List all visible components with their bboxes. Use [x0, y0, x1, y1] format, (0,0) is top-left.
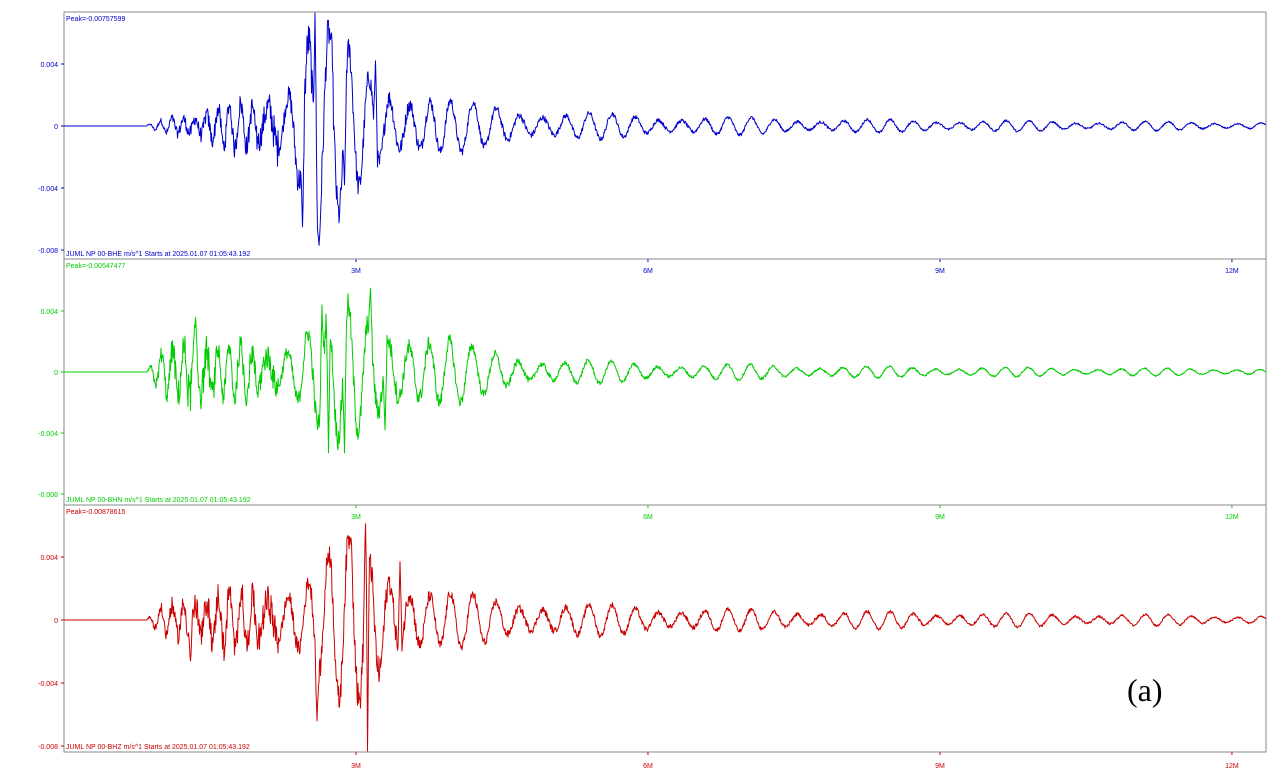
x-tick-label: 3M [351, 268, 361, 275]
channel-footer: JUML NP 00-BHN m/s^1 Starts at 2025.01.0… [66, 497, 251, 504]
x-tick-label: 12M [1225, 763, 1239, 770]
y-tick-label: -0.004 [38, 431, 58, 438]
y-tick-label: -0.008 [38, 492, 58, 499]
y-tick-label: 0.004 [40, 555, 58, 562]
y-tick-label: 0.004 [40, 62, 58, 69]
x-tick-label: 6M [643, 268, 653, 275]
y-tick-label: -0.008 [38, 248, 58, 255]
waveform-trace [64, 12, 1267, 246]
x-tick-label: 3M [351, 763, 361, 770]
peak-label: Peak=-0.00547477 [66, 263, 125, 270]
x-tick-label: 12M [1225, 268, 1239, 275]
seismogram-panel-bhn: 0.004 0 -0.004 -0.008 3M 6M 9M 12M Peak=-0.00547… [38, 258, 1267, 521]
x-tick-label: 3M [351, 514, 361, 521]
x-tick-label: 9M [935, 514, 945, 521]
x-tick-label: 9M [935, 763, 945, 770]
channel-footer: JUML NP 00-BHE m/s^1 Starts at 2025.01.0… [66, 251, 250, 258]
channel-footer: JUML NP 00-BHZ m/s^1 Starts at 2025.01.0… [66, 744, 250, 751]
y-tick-label: 0 [54, 618, 58, 625]
seismogram-panel-bhe: 0.004 0 -0.004 -0.008 3M 6M 9M 12M Peak=-0.00757… [38, 11, 1267, 275]
peak-label: Peak=-0.00878615 [66, 509, 125, 516]
y-tick-label: -0.004 [38, 681, 58, 688]
x-tick-label: 6M [643, 514, 653, 521]
seismogram-panel-bhz: 0.004 0 -0.004 -0.008 3M 6M 9M 12M Peak=-0.00878… [38, 504, 1267, 770]
figure-panel-label: (a) [1127, 672, 1163, 708]
peak-label: Peak=-0.00757599 [66, 16, 125, 23]
y-tick-label: 0 [54, 370, 58, 377]
panel-frame [63, 504, 1267, 753]
x-tick-label: 6M [643, 763, 653, 770]
y-tick-label: -0.008 [38, 744, 58, 751]
waveform-trace [64, 287, 1267, 454]
y-tick-label: 0 [54, 124, 58, 131]
y-tick-label: -0.004 [38, 186, 58, 193]
x-tick-label: 9M [935, 268, 945, 275]
y-tick-label: 0.004 [40, 309, 58, 316]
waveform-trace [64, 523, 1267, 752]
x-tick-label: 12M [1225, 514, 1239, 521]
